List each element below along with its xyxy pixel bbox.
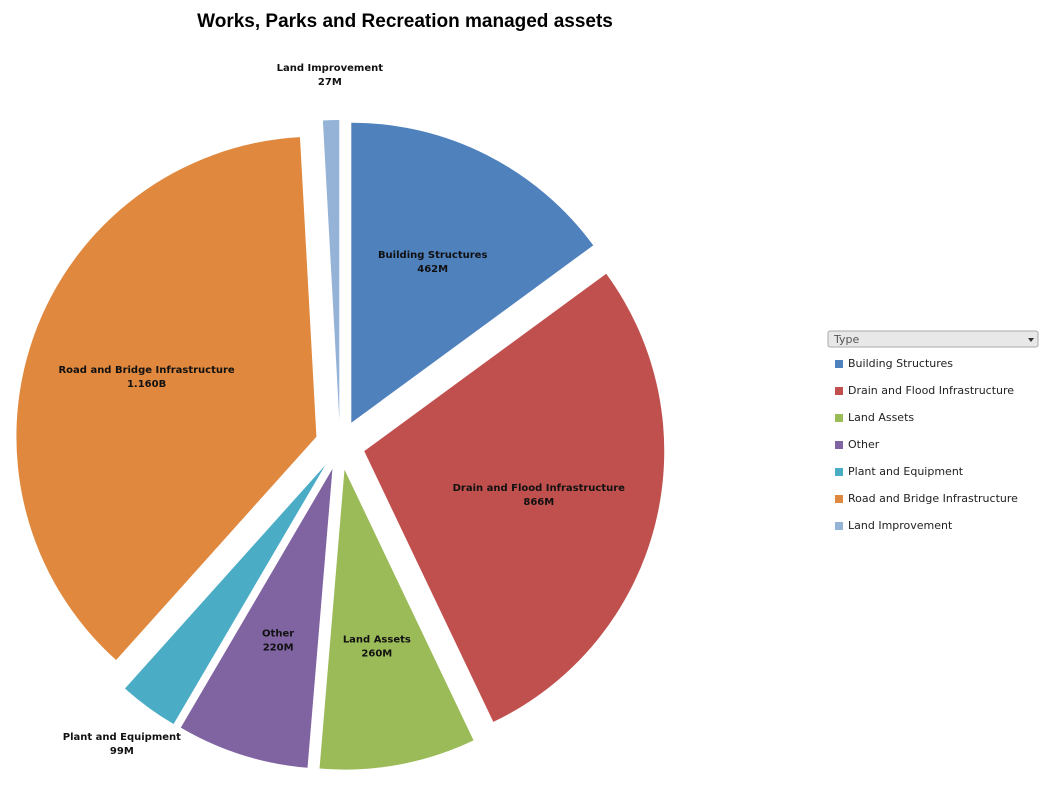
legend-title: Type <box>833 333 859 346</box>
slice-value: 99M <box>110 746 134 757</box>
legend-swatch <box>835 441 843 449</box>
slice-value: 220M <box>263 642 294 653</box>
dropdown-arrow <box>1028 338 1034 342</box>
slice-value: 260M <box>361 649 392 660</box>
pie-slice <box>319 469 474 770</box>
legend-label: Road and Bridge Infrastructure <box>848 492 1018 505</box>
slice-label: Drain and Flood Infrastructure <box>453 483 626 494</box>
slice-value: 27M <box>318 77 342 88</box>
chart-title: Works, Parks and Recreation managed asse… <box>197 11 613 32</box>
legend-swatch <box>835 468 843 476</box>
pie-slice <box>124 465 326 725</box>
slice-label: Land Improvement <box>277 63 384 74</box>
legend-swatch <box>835 522 843 530</box>
legend-label: Plant and Equipment <box>848 465 964 478</box>
legend-label: Other <box>848 438 880 451</box>
legend-swatch <box>835 414 843 422</box>
legend-swatch <box>835 495 843 503</box>
slice-value: 866M <box>523 497 554 508</box>
legend-swatch <box>835 387 843 395</box>
legend-label: Land Improvement <box>848 519 953 532</box>
slice-label: Land Assets <box>343 635 411 646</box>
legend-label: Building Structures <box>848 357 953 370</box>
slice-label: Road and Bridge Infrastructure <box>58 365 234 376</box>
legend-swatch <box>835 360 843 368</box>
pie-slice <box>351 122 594 423</box>
pie-slice <box>364 273 665 722</box>
legend-label: Land Assets <box>848 411 914 424</box>
pie-slice <box>16 137 317 661</box>
legend: Type <box>827 330 1039 348</box>
slice-value: 462M <box>417 264 448 275</box>
slice-label: Building Structures <box>378 250 488 261</box>
slice-label: Other <box>262 628 294 639</box>
slice-label: Plant and Equipment <box>63 732 181 743</box>
legend-label: Drain and Flood Infrastructure <box>848 384 1014 397</box>
pie-slice <box>322 120 340 421</box>
legend-header[interactable] <box>827 330 1039 348</box>
slice-value: 1.160B <box>127 379 166 390</box>
pie-slice <box>180 468 333 768</box>
